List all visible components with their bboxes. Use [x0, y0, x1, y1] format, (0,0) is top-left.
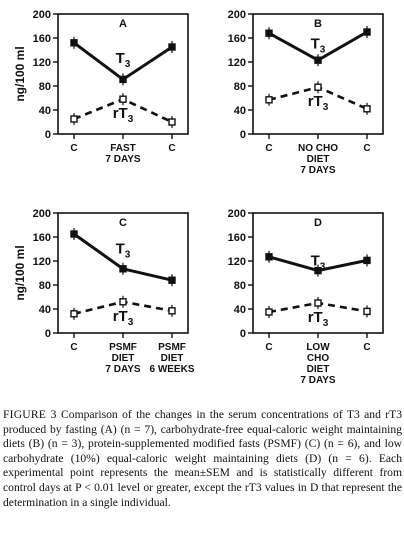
x-tick-label: C: [363, 143, 370, 154]
data-point-t3: [70, 39, 78, 47]
data-point-t3: [70, 230, 78, 238]
y-tick-label: 0: [45, 129, 51, 141]
data-point-t3: [265, 253, 273, 261]
data-point-rt3: [265, 96, 273, 104]
data-point-rt3: [363, 105, 371, 113]
y-tick-label: 40: [234, 105, 246, 117]
x-tick-label: 7 DAYS: [300, 165, 336, 176]
data-point-rt3: [70, 115, 78, 123]
y-tick-label: 200: [33, 208, 51, 220]
caption-label: FIGURE 3: [3, 408, 57, 421]
series-label-t3: T3: [311, 253, 326, 273]
data-point-rt3: [119, 95, 127, 103]
data-point-rt3: [265, 308, 273, 316]
x-tick-label: 7 DAYS: [105, 364, 141, 375]
data-point-t3: [363, 256, 371, 265]
y-axis-label: ng/100 ml: [13, 46, 27, 101]
panel-letter: C: [119, 217, 127, 229]
y-tick-label: 160: [33, 33, 51, 45]
y-tick-label: 120: [33, 57, 51, 69]
x-tick-label: C: [168, 143, 175, 154]
data-point-t3: [119, 265, 127, 273]
y-tick-label: 80: [39, 280, 51, 292]
x-tick-label: C: [363, 342, 370, 353]
panel-letter: B: [314, 18, 322, 30]
y-tick-label: 200: [33, 9, 51, 21]
x-tick-label: C: [70, 342, 77, 353]
data-point-rt3: [314, 299, 322, 307]
series-label-t3: T3: [116, 240, 131, 260]
x-tick-label: DIET: [161, 353, 184, 364]
data-point-rt3: [363, 307, 371, 316]
x-tick-label: PSMF: [109, 342, 137, 353]
data-point-t3: [314, 266, 322, 275]
series-label-rt3: rT3: [308, 309, 329, 329]
y-tick-label: 200: [228, 208, 246, 220]
x-tick-label: C: [265, 342, 272, 353]
y-tick-label: 160: [228, 33, 246, 45]
data-point-t3: [168, 43, 176, 51]
series-label-rt3: rT3: [113, 308, 134, 328]
data-point-t3: [314, 56, 322, 64]
y-tick-label: 80: [234, 280, 246, 292]
y-tick-label: 120: [228, 256, 246, 268]
x-tick-label: CHO: [307, 353, 329, 364]
x-tick-label: PSMF: [158, 342, 186, 353]
data-point-t3: [363, 28, 371, 36]
y-tick-label: 80: [234, 81, 246, 93]
data-point-rt3: [168, 118, 176, 126]
y-tick-label: 0: [45, 328, 51, 340]
x-tick-label: NO CHO: [298, 143, 338, 154]
y-tick-label: 160: [228, 232, 246, 244]
y-tick-label: 0: [240, 129, 246, 141]
y-tick-label: 0: [240, 328, 246, 340]
data-point-t3: [168, 276, 176, 284]
data-point-rt3: [168, 307, 176, 315]
figure-caption: FIGURE 3 Comparison of the changes in th…: [3, 408, 402, 510]
data-point-rt3: [314, 83, 322, 91]
x-tick-label: DIET: [307, 364, 330, 375]
series-label-rt3: rT3: [308, 93, 329, 113]
data-point-t3: [265, 29, 273, 37]
x-tick-label: LOW: [306, 342, 330, 353]
x-tick-label: 7 DAYS: [300, 375, 336, 386]
x-tick-label: DIET: [307, 154, 330, 165]
data-point-t3: [119, 75, 127, 84]
panel-letter: D: [314, 217, 322, 229]
y-tick-label: 40: [234, 304, 246, 316]
y-tick-label: 80: [39, 81, 51, 93]
series-label-t3: T3: [116, 50, 131, 70]
y-tick-label: 120: [228, 57, 246, 69]
x-tick-label: C: [265, 143, 272, 154]
y-tick-label: 200: [228, 9, 246, 21]
y-tick-label: 40: [39, 304, 51, 316]
y-tick-label: 160: [33, 232, 51, 244]
x-tick-label: 6 WEEKS: [149, 364, 194, 375]
x-tick-label: DIET: [112, 353, 135, 364]
y-tick-label: 120: [33, 256, 51, 268]
series-label-rt3: rT3: [113, 105, 134, 125]
x-tick-label: C: [70, 143, 77, 154]
y-axis-label: ng/100 ml: [13, 245, 27, 300]
y-tick-label: 40: [39, 105, 51, 117]
data-point-rt3: [70, 310, 78, 318]
caption-text: Comparison of the changes in the serum c…: [3, 408, 402, 509]
x-tick-label: 7 DAYS: [105, 154, 141, 165]
panel-letter: A: [119, 18, 127, 30]
series-label-t3: T3: [311, 36, 326, 56]
x-tick-label: FAST: [110, 143, 136, 154]
data-point-rt3: [119, 298, 127, 306]
